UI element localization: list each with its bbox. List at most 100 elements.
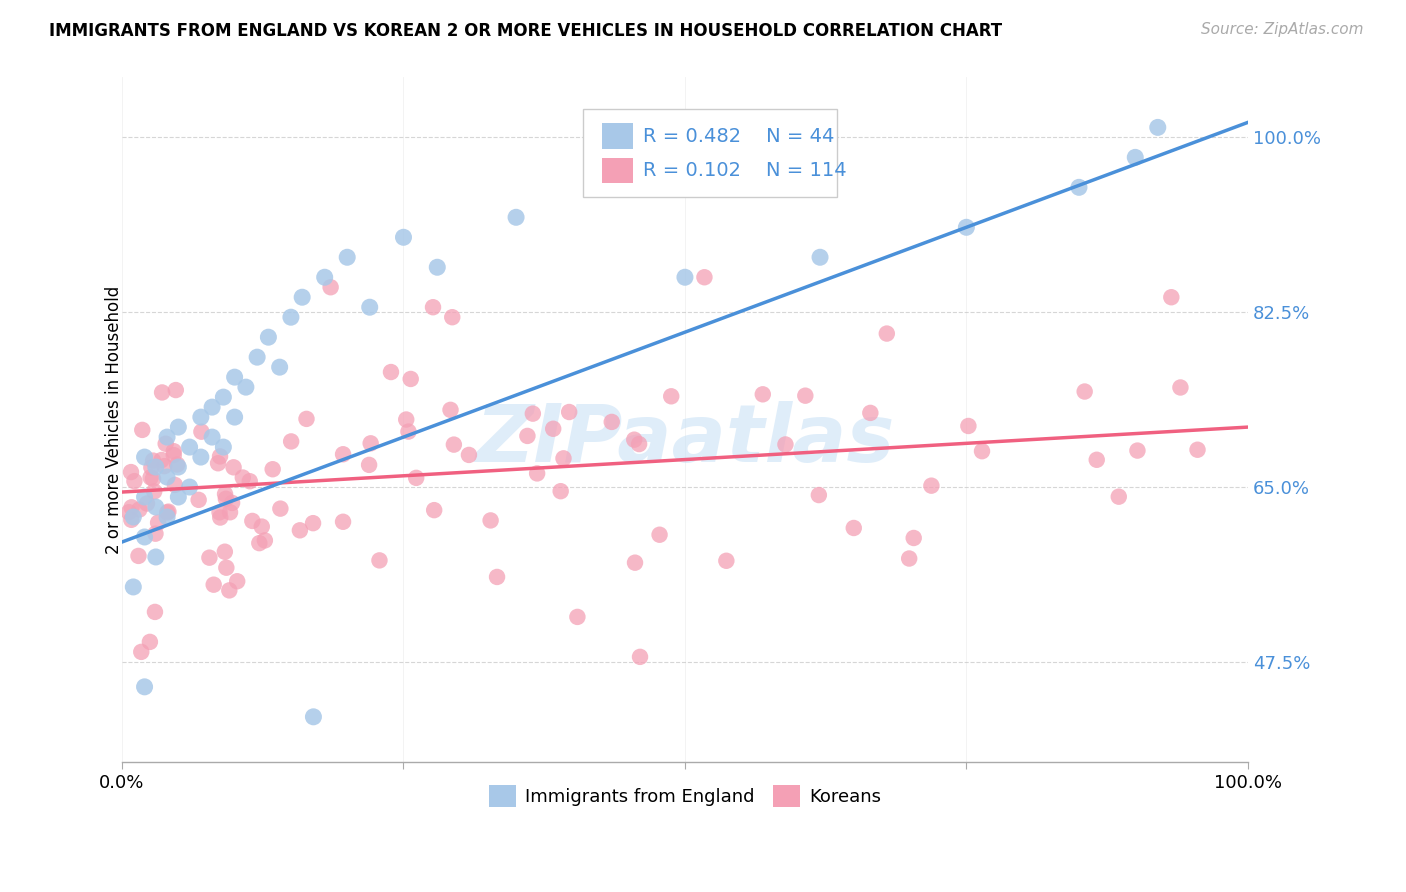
Point <box>207 456 229 470</box>
Point <box>128 502 150 516</box>
Point <box>145 460 167 475</box>
Point <box>1085 452 1108 467</box>
Point <box>224 410 246 425</box>
Point <box>426 260 449 275</box>
Point <box>122 510 145 524</box>
Point <box>156 510 179 524</box>
Point <box>224 370 246 384</box>
Point <box>219 505 242 519</box>
Point <box>208 450 231 464</box>
Point <box>550 484 572 499</box>
Point <box>190 410 212 425</box>
Point <box>145 526 167 541</box>
Point <box>280 434 302 449</box>
Point <box>122 580 145 594</box>
Point <box>319 280 342 294</box>
Point <box>150 453 173 467</box>
Point <box>716 554 738 568</box>
Point <box>167 420 190 434</box>
Point <box>120 465 142 479</box>
Point <box>269 360 291 375</box>
Point <box>898 551 921 566</box>
Point <box>218 583 240 598</box>
Point <box>439 402 461 417</box>
Point <box>269 501 291 516</box>
Point <box>214 545 236 559</box>
Point <box>405 471 427 485</box>
Point <box>239 474 262 488</box>
Point <box>212 390 235 404</box>
Point <box>752 387 775 401</box>
Text: R = 0.482    N = 44: R = 0.482 N = 44 <box>643 127 834 145</box>
Point <box>198 550 221 565</box>
Point <box>163 444 186 458</box>
Point <box>215 491 238 506</box>
Point <box>458 448 481 462</box>
Point <box>558 405 581 419</box>
Point <box>232 470 254 484</box>
Legend: Immigrants from England, Koreans: Immigrants from England, Koreans <box>482 778 889 814</box>
Point <box>257 330 280 344</box>
Point <box>295 412 318 426</box>
Point <box>145 549 167 564</box>
Point <box>212 440 235 454</box>
Point <box>957 419 980 434</box>
Point <box>187 492 209 507</box>
Point <box>673 270 696 285</box>
Point <box>201 430 224 444</box>
Point <box>156 506 179 520</box>
Point <box>775 437 797 451</box>
Point <box>240 514 263 528</box>
Point <box>302 710 325 724</box>
Point <box>253 533 276 548</box>
Point <box>422 300 444 314</box>
Point <box>1108 490 1130 504</box>
Point <box>166 458 188 472</box>
Point <box>163 478 186 492</box>
Point <box>120 513 142 527</box>
Point <box>153 459 176 474</box>
Point <box>332 515 354 529</box>
Point <box>314 270 336 285</box>
Point <box>516 429 538 443</box>
Point <box>209 510 232 524</box>
Point <box>146 516 169 530</box>
Point <box>359 300 381 314</box>
Point <box>1146 120 1168 135</box>
Point <box>486 570 509 584</box>
Point <box>392 230 415 244</box>
Point <box>623 433 645 447</box>
Point <box>398 425 420 439</box>
Point <box>903 531 925 545</box>
Point <box>441 310 464 325</box>
Point <box>163 448 186 462</box>
Point <box>359 458 381 472</box>
Point <box>920 478 942 492</box>
Point <box>380 365 402 379</box>
Point <box>332 447 354 461</box>
Point <box>479 513 502 527</box>
Point <box>291 290 314 304</box>
Point <box>624 556 647 570</box>
Text: ZIPaatlas: ZIPaatlas <box>475 401 894 479</box>
Point <box>143 484 166 499</box>
Point <box>235 380 257 394</box>
Point <box>208 505 231 519</box>
Point <box>443 437 465 451</box>
Point <box>280 310 302 325</box>
Point <box>693 270 716 285</box>
Point <box>648 527 671 541</box>
Point <box>127 549 149 563</box>
Point <box>221 496 243 510</box>
Point <box>165 383 187 397</box>
Point <box>807 488 830 502</box>
Text: R = 0.102    N = 114: R = 0.102 N = 114 <box>643 161 846 180</box>
Point <box>955 220 977 235</box>
Point <box>808 250 831 264</box>
Point <box>368 553 391 567</box>
Point <box>157 505 180 519</box>
Point <box>600 415 623 429</box>
Point <box>553 451 575 466</box>
Point <box>842 521 865 535</box>
Point <box>121 500 143 515</box>
